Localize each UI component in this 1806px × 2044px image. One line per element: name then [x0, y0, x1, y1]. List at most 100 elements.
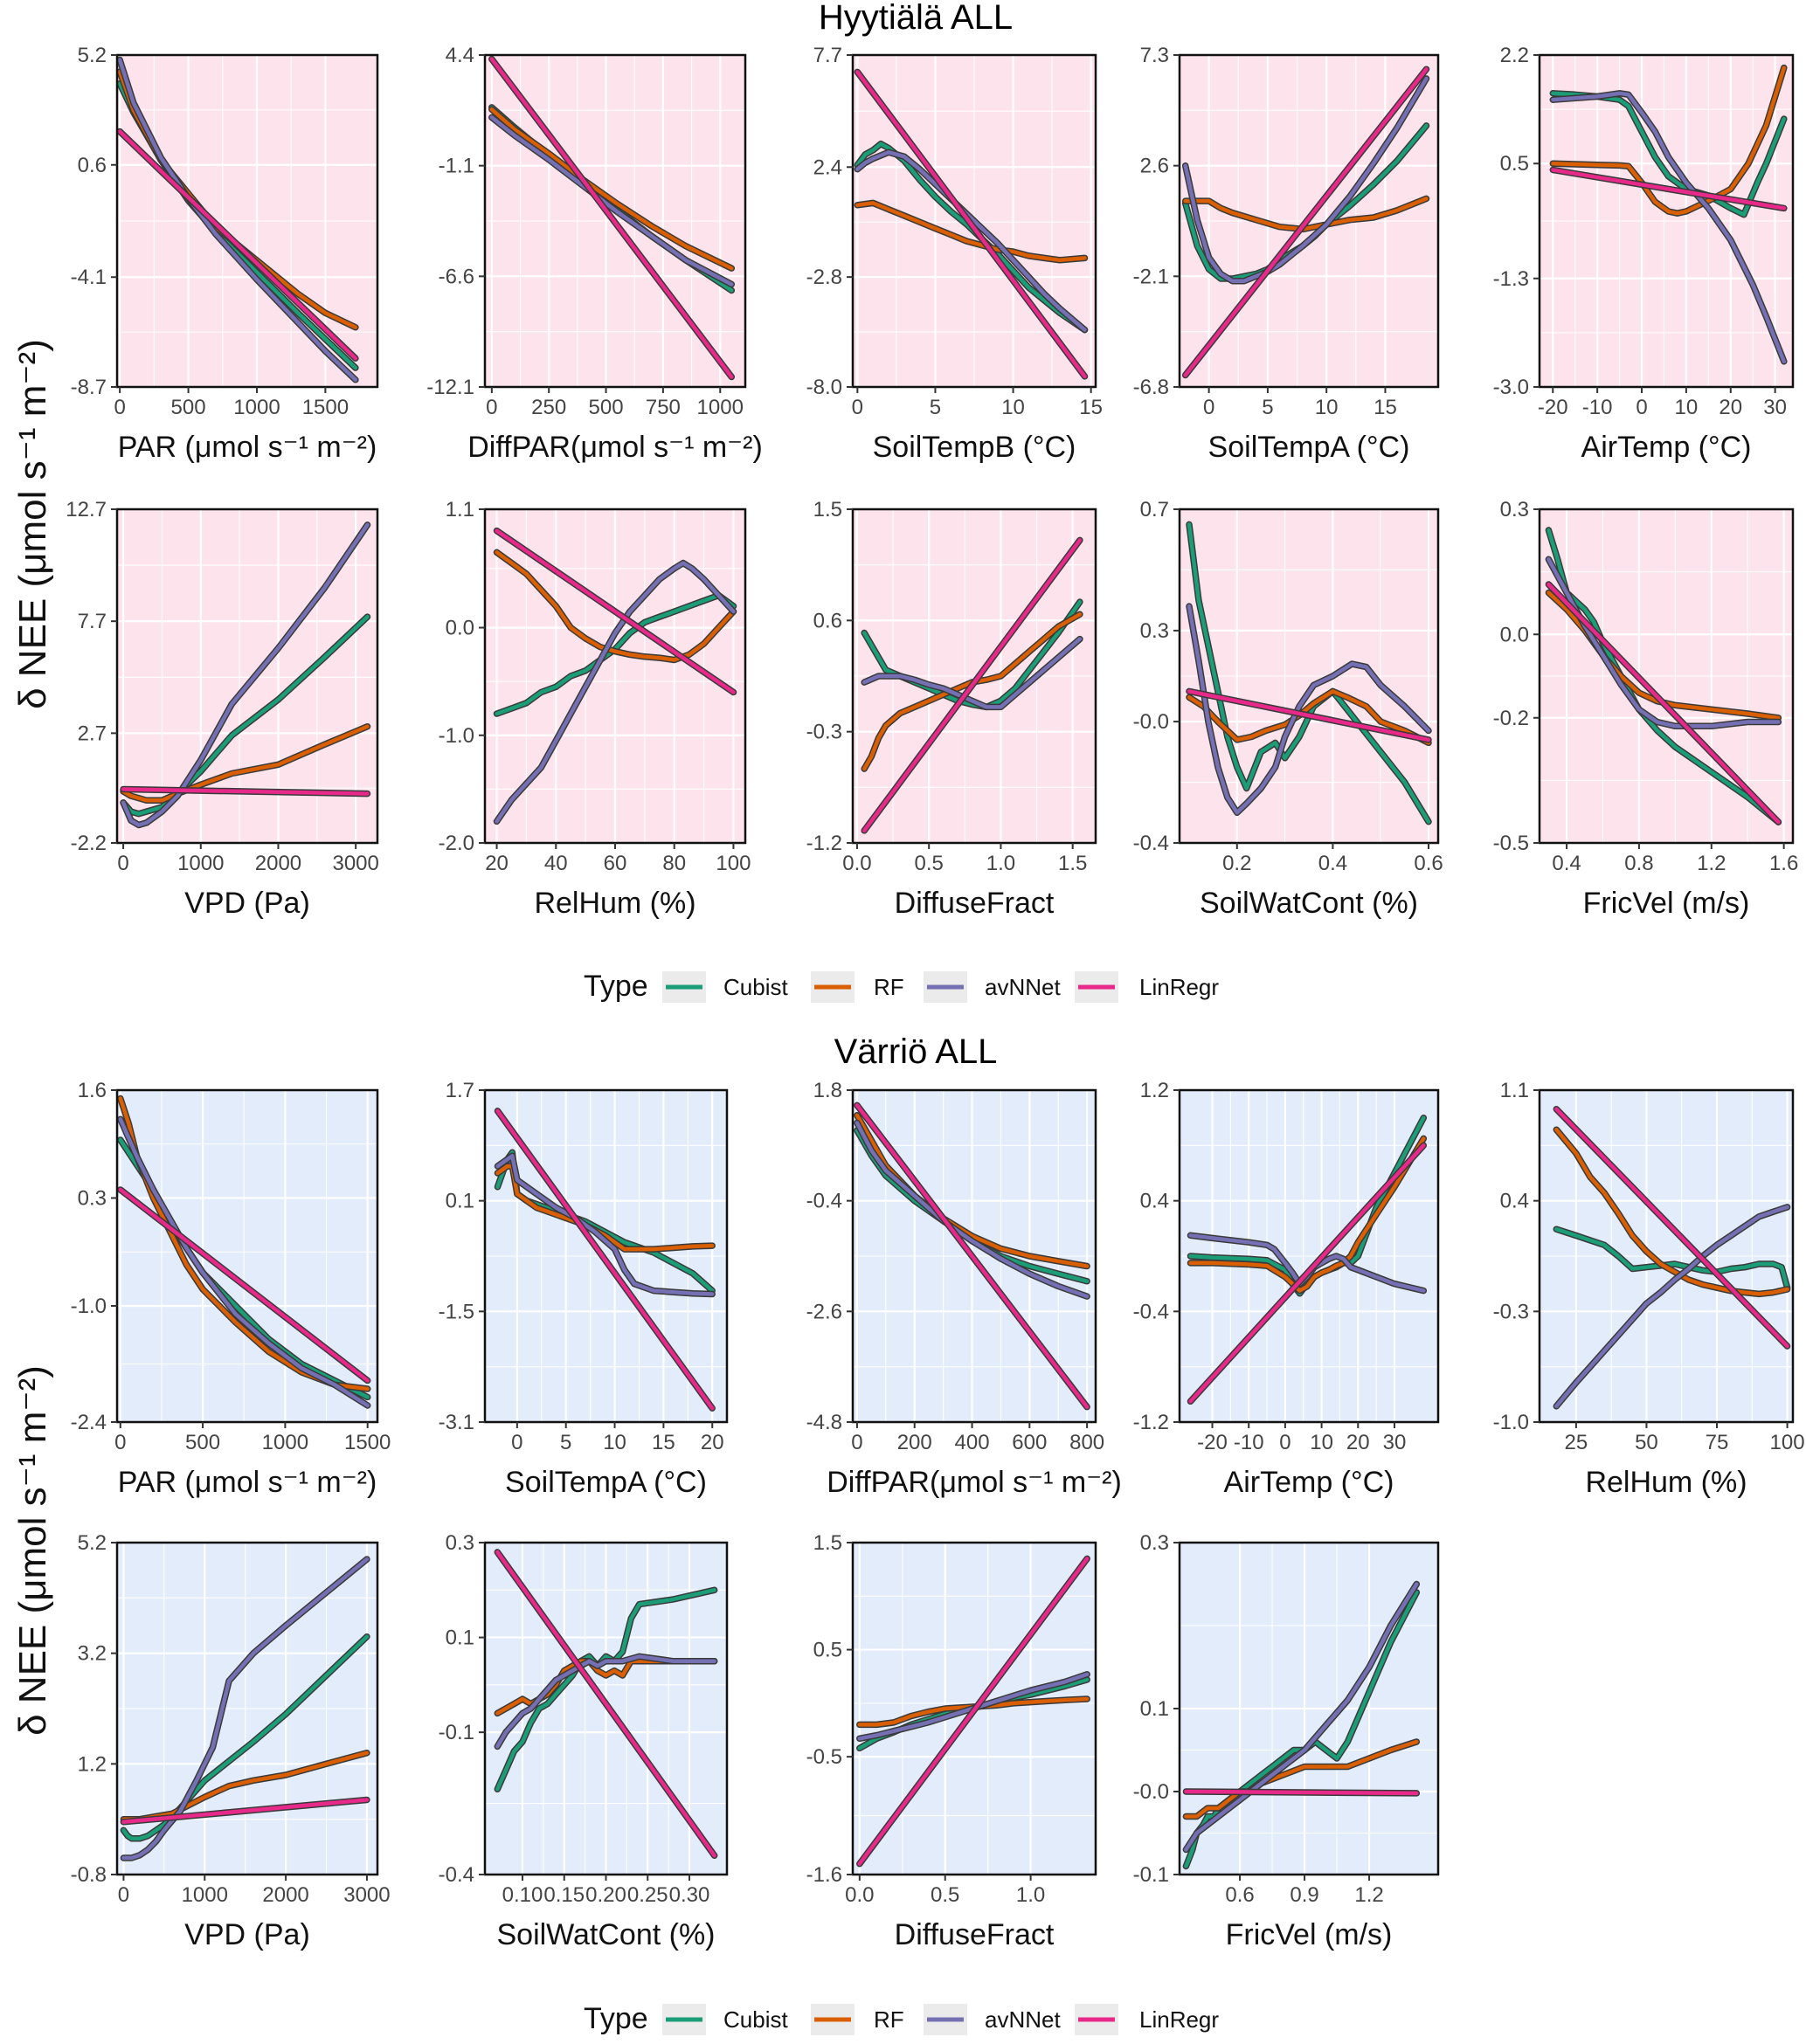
panel-13: 0 200 400 600 800 1.8 -0.4 -2.6 -4.8 DiffPAR(μmol…: [806, 1079, 1122, 1499]
x-axis-title: PAR (μmol s⁻¹ m⁻²): [118, 431, 377, 464]
x-tick-label: 80: [662, 852, 686, 875]
series-line-linregr: [855, 70, 1087, 379]
y-tick-label: 1.1: [1500, 1079, 1529, 1102]
y-tick-label: 7.7: [813, 44, 842, 67]
x-tick-label: 0.5: [914, 852, 943, 875]
y-tick-label: 2.7: [78, 722, 107, 745]
panel-frame: [1178, 53, 1440, 389]
y-tick-label: 0.3: [1140, 1531, 1169, 1555]
series-line-rf: [861, 612, 1083, 771]
series-line-linregr: [1183, 66, 1429, 377]
x-tick-label: 100: [716, 852, 751, 875]
x-tick-label: 50: [1635, 1431, 1658, 1454]
series-line-avnnet: [117, 58, 358, 383]
x-axis-title: DiffuseFract: [895, 887, 1055, 920]
series-group: [120, 521, 371, 829]
panel-frame: [1178, 1088, 1440, 1424]
panel-6: 0 1000 2000 3000 12.7 7.7 2.7 -2.2 VPD (Pa): [66, 498, 379, 920]
x-tick-label: 200: [897, 1431, 932, 1454]
x-axis-title: VPD (Pa): [184, 887, 310, 920]
legend-key-rf: [811, 2004, 855, 2035]
series-line-cubist: [1554, 1226, 1789, 1290]
x-tick-label: 0: [1279, 1431, 1290, 1454]
x-tick-label: 15: [652, 1431, 675, 1454]
legend-key-linregr: [1075, 2004, 1118, 2035]
series-line-avnnet: [857, 1672, 1090, 1741]
y-tick-label: 5.2: [78, 44, 107, 67]
x-tick-label: 40: [544, 852, 568, 875]
x-tick-label: 20: [701, 1431, 724, 1454]
series-group: [117, 56, 359, 383]
x-tick-label: -20: [1538, 396, 1568, 419]
x-tick-label: 15: [1079, 396, 1103, 419]
y-tick-label: -1.6: [806, 1863, 842, 1887]
x-tick-label: 2000: [262, 1883, 308, 1907]
y-tick-label: 0.3: [1140, 619, 1169, 643]
x-tick-label: 0: [852, 396, 863, 419]
y-tick-label: 0.0: [446, 617, 474, 640]
series-group: [117, 1095, 371, 1409]
series-group: [494, 1549, 718, 1860]
y-tick-label: -1.0: [1493, 1411, 1529, 1434]
series-line-linregr: [121, 787, 370, 796]
x-axis-title: SoilTempA (°C): [505, 1466, 707, 1499]
y-tick-label: 12.7: [66, 498, 107, 521]
gridlines: [1540, 509, 1793, 843]
legend-label-avnnet: avNNet: [985, 2006, 1061, 2033]
x-axis-title: FricVel (m/s): [1583, 887, 1750, 920]
series-line-linregr: [495, 528, 736, 694]
series-line-cubist: [855, 142, 1087, 332]
panel-frame: [1538, 53, 1795, 389]
x-axis-title: SoilTempB (°C): [873, 431, 1076, 464]
series-line-linregr: [489, 57, 734, 379]
panel-14: -20 -10 0 10 20 30 1.2 0.4 -0.4 -1.2 AirTemp (°C): [1133, 1079, 1440, 1499]
x-axis-title: FricVel (m/s): [1226, 1918, 1393, 1951]
y-tick-label: 0.3: [78, 1187, 107, 1211]
y-tick-label: 0.3: [1500, 498, 1529, 521]
x-tick-label: 0: [118, 1883, 129, 1907]
series-line-rf: [1183, 197, 1429, 231]
series-line-linregr: [121, 1798, 370, 1825]
legend-title: Type: [584, 2002, 648, 2035]
series-line-avnnet: [495, 1153, 715, 1296]
x-tick-label: 5: [560, 1431, 571, 1454]
y-tick-label: 0.6: [813, 609, 842, 632]
panel-11: 0 500 1000 1500 1.6 0.3 -1.0 -2.4 PAR (μmol s⁻¹ …: [71, 1079, 391, 1499]
legend-label-linregr: LinRegr: [1139, 2006, 1219, 2033]
panel-frame: [115, 53, 379, 389]
panel-10: 0.4 0.8 1.2 1.6 0.3 0.0 -0.2 -0.5 FricVel (m/s): [1493, 498, 1799, 920]
x-tick-label: 0.8: [1624, 852, 1653, 875]
x-tick-label: 10: [1675, 396, 1699, 419]
panel-12: 0 5 10 15 20 1.7 0.1 -1.5 -3.1 SoilTempA (°C): [439, 1079, 729, 1499]
x-tick-label: 0: [486, 396, 497, 419]
panel-frame: [115, 1088, 379, 1424]
x-tick-label: 0.4: [1552, 852, 1581, 875]
x-tick-label: 0.4: [1318, 852, 1347, 875]
x-tick-label: 1000: [697, 396, 744, 419]
series-group: [1181, 66, 1430, 379]
x-tick-label: 250: [531, 396, 566, 419]
x-tick-label: 1.6: [1769, 852, 1798, 875]
y-tick-label: 0.1: [446, 1626, 474, 1650]
x-tick-label: 1000: [233, 396, 280, 419]
series-line-rf: [1554, 1127, 1789, 1296]
legend-top: Type Cubist RF avNNet LinRegr: [584, 970, 1219, 1003]
x-tick-label: 75: [1706, 1431, 1729, 1454]
series-line-avnnet: [121, 1557, 370, 1861]
series-group: [1553, 1105, 1791, 1410]
x-tick-label: 0.15: [543, 1883, 585, 1907]
y-tick-label: -4.8: [806, 1411, 842, 1434]
y-tick-label: -12.1: [426, 376, 474, 399]
gridlines: [1540, 1090, 1793, 1422]
x-tick-label: 30: [1763, 396, 1787, 419]
series-line-linregr: [495, 1550, 716, 1858]
panel-5: -20 -10 0 10 20 30 2.2 0.5 -1.3 -3.0 AirTemp (°C): [1493, 44, 1795, 464]
y-tick-label: -2.1: [1133, 265, 1169, 288]
x-tick-label: 600: [1012, 1431, 1047, 1454]
y-tick-label: -1.0: [71, 1295, 107, 1318]
x-tick-label: 20: [1719, 396, 1742, 419]
series-line-rf: [1551, 66, 1787, 216]
series-group: [854, 1101, 1090, 1411]
y-tick-label: 0.3: [446, 1531, 474, 1555]
y-tick-label: 1.5: [813, 1531, 842, 1555]
